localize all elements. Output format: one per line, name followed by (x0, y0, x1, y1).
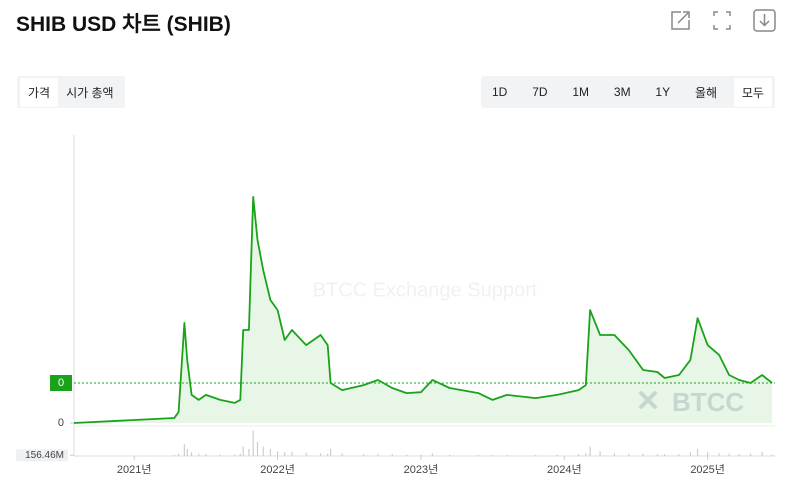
volume-bar (284, 452, 286, 456)
last-price-label: 0 (58, 377, 64, 389)
volume-bar (186, 449, 188, 456)
x-tick-label: 2022년 (260, 463, 295, 476)
volume-bar (276, 451, 279, 456)
volume-bar (305, 452, 307, 456)
volume-bar (291, 451, 293, 456)
volume-bar (534, 455, 537, 456)
volume-bar (678, 454, 680, 456)
x-tick-label: 2023년 (404, 463, 439, 476)
volume-bar (256, 442, 259, 456)
volume-bar (718, 453, 720, 456)
tab[interactable]: 가격 (20, 77, 59, 107)
volume-tick-label: 156.46M (25, 450, 64, 461)
price-line (73, 196, 773, 424)
volume-bar (233, 454, 236, 456)
volume-bar (341, 453, 343, 456)
download-icon[interactable] (753, 9, 776, 32)
volume-bar (173, 455, 175, 456)
range-button[interactable]: 모두 (733, 77, 772, 107)
volume-bar (642, 453, 644, 456)
volume-bar (738, 454, 740, 456)
share-icon[interactable] (671, 11, 690, 30)
volume-bar (664, 454, 666, 456)
volume-bar (377, 453, 379, 456)
volume-bar (327, 453, 329, 456)
volume-bar (589, 446, 591, 456)
tab[interactable]: 시가 총액 (66, 85, 114, 100)
volume-bar (319, 453, 322, 456)
volume-bar (696, 449, 699, 456)
volume-bar (190, 452, 193, 456)
volume-bar (239, 453, 241, 456)
x-tick-label: 2021년 (117, 463, 152, 476)
volume-bar (248, 449, 250, 456)
volume-bar (362, 454, 365, 456)
volume-bar (689, 452, 692, 456)
volume-bar (252, 430, 254, 456)
range-button[interactable]: 3M (613, 85, 631, 99)
volume-bar (178, 453, 180, 456)
tab-group: 가격 시가 총액 (17, 76, 125, 108)
range-group: 1D 7D 1M 3M 1Y 올해 모두 (481, 76, 775, 108)
volume-bar (205, 454, 207, 456)
volume-bar (330, 449, 332, 456)
range-button[interactable]: 올해 (694, 85, 718, 100)
range-button[interactable]: 1D (492, 85, 508, 99)
volume-bar (628, 453, 630, 456)
volume-bar (771, 454, 773, 456)
volume-bar (728, 453, 730, 456)
volume-bar (656, 454, 659, 456)
volume-bar (556, 454, 558, 456)
volume-bar (448, 454, 451, 456)
y-tick-label: 0 (58, 417, 64, 429)
volume-bar (420, 454, 422, 456)
volume-bar (431, 453, 433, 456)
volume-bar (262, 446, 264, 456)
page-title: SHIB USD 차트 (SHIB) (16, 13, 231, 36)
volume-bar (707, 452, 709, 456)
volume-bar (242, 446, 244, 456)
x-tick-label: 2024년 (547, 463, 582, 476)
volume-bar (578, 454, 580, 456)
volume-bar (405, 454, 408, 456)
range-button[interactable]: 1Y (655, 85, 671, 99)
watermark: BTCC Exchange Support (313, 279, 538, 301)
volume-bar (585, 453, 587, 456)
volume-bar (198, 453, 200, 456)
range-button[interactable]: 7D (532, 85, 548, 99)
volume-bar (269, 449, 271, 456)
volume-bar (491, 455, 494, 456)
volume-bar (599, 451, 601, 456)
volume-label-box (16, 449, 68, 462)
range-button[interactable]: 1M (572, 85, 590, 99)
logo-text: BTCC (672, 387, 744, 417)
volume-bar (750, 453, 752, 456)
volume-bar (613, 453, 616, 456)
logo-mark (638, 390, 658, 410)
fullscreen-icon[interactable] (713, 11, 731, 30)
volume-bar (477, 455, 479, 456)
volume-bar (183, 444, 185, 456)
volume-bar (761, 451, 763, 456)
volume-bar (506, 455, 508, 456)
volume-bar (219, 454, 221, 456)
last-price-box (50, 375, 72, 391)
x-tick-label: 2025년 (690, 463, 725, 476)
volume-bar (391, 454, 393, 456)
area (74, 196, 773, 423)
